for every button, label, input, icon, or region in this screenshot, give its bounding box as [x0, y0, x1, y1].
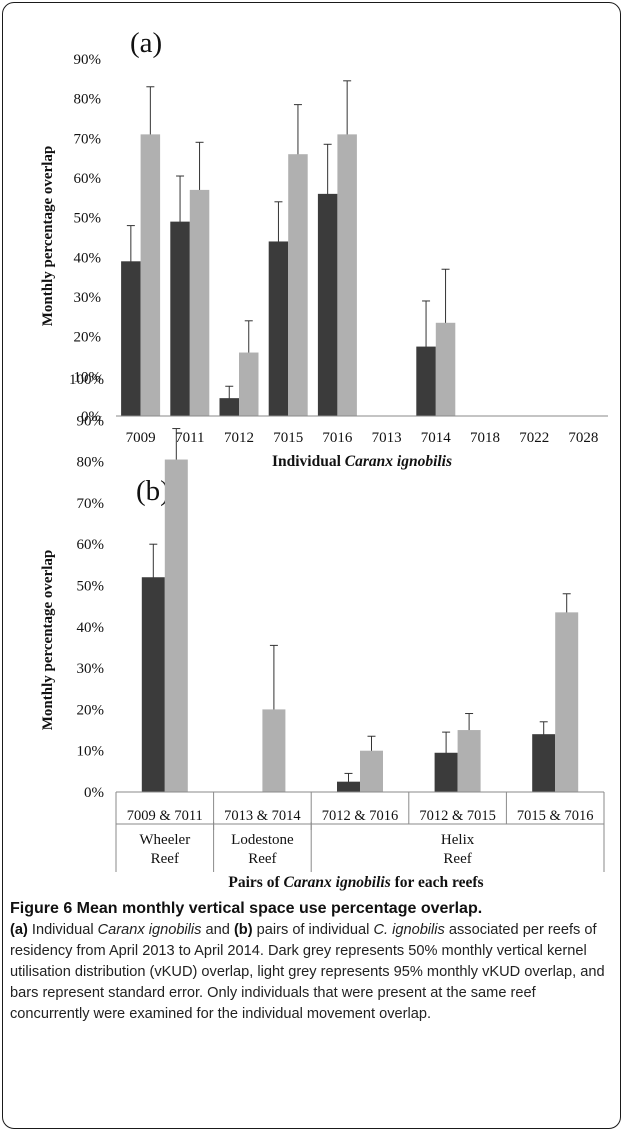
y-tick-label: 50% [77, 579, 105, 595]
panel-b: (b) Monthly percentage overlap 0% 10% 20% 3… [40, 372, 605, 830]
bar [532, 734, 556, 792]
y-tick-label: 80% [74, 92, 102, 108]
y-tick-label: 70% [77, 496, 105, 512]
y-tick-label: 20% [74, 330, 102, 346]
group-label: Helix [441, 832, 475, 848]
bar [337, 781, 360, 792]
panel-a-x-ticks: 7009 7011 7012 7015 7016 7013 7014 7018 7022 7028 [126, 430, 599, 446]
y-tick-label: 100% [69, 372, 104, 388]
panel-b-group-labels: Wheeler Reef Lodestone Reef Helix Reef [115, 822, 605, 872]
y-tick-label: 90% [77, 413, 105, 429]
figure-svg: (a) Monthly percentage overlap 0% 10% 20% 3… [40, 27, 608, 830]
y-tick-label: 70% [74, 131, 102, 147]
group-label: Reef [443, 851, 471, 867]
panel-b-y-axis-title: Monthly percentage overlap [40, 550, 56, 731]
panel-a-bars [121, 134, 456, 416]
x-tick-label: 7015 [273, 430, 303, 446]
panel-a-x-axis-title: Individual Caranx ignobilis [272, 453, 452, 470]
y-tick-label: 10% [77, 744, 105, 760]
x-tick-label: 7011 [175, 430, 204, 446]
bar [141, 577, 165, 792]
y-tick-label: 0% [84, 785, 104, 801]
y-tick-label: 60% [77, 537, 105, 553]
x-tick-label: 7014 [421, 430, 452, 446]
x-tick-label: 7012 [224, 430, 254, 446]
panel-b-error-bars [149, 428, 571, 791]
x-tick-label: 7022 [519, 430, 549, 446]
bar [121, 261, 141, 416]
y-tick-label: 20% [77, 702, 105, 718]
panel-a-y-axis-title: Monthly percentage overlap [40, 146, 56, 327]
bar [288, 154, 308, 416]
x-tick-label: 7015 & 7016 [517, 808, 594, 824]
caption-part-b-label: (b) [233, 922, 253, 938]
bar [555, 612, 579, 792]
bar [360, 750, 383, 792]
caption-text-1: Individual [27, 922, 98, 938]
y-tick-label: 30% [77, 661, 105, 677]
panel-b-bars [141, 459, 579, 792]
bar [262, 709, 286, 792]
group-label: Reef [151, 851, 179, 867]
x-tick-label: 7009 [126, 430, 156, 446]
caption-species-2: C. ignobilis [373, 922, 445, 938]
bar [435, 322, 456, 416]
bar [337, 134, 357, 416]
bar [268, 241, 289, 416]
panel-a-label: (a) [130, 27, 162, 59]
bar [434, 752, 458, 792]
x-tick-label: 7012 & 7016 [322, 808, 399, 824]
x-tick-label: 7012 & 7015 [419, 808, 496, 824]
x-tick-label: 7016 [322, 430, 353, 446]
x-tick-label: 7013 [372, 430, 402, 446]
bar [170, 221, 190, 416]
y-tick-label: 10% [74, 369, 102, 385]
y-tick-label: 0% [81, 409, 101, 425]
bar [457, 730, 481, 792]
panel-b-category-table: 7009 & 7011 7013 & 7014 7012 & 7016 7012 & … [115, 792, 605, 830]
group-label: Wheeler [139, 832, 190, 848]
panel-b-x-axis-title-text: Pairs of Caranx ignobilis for each reefs [228, 874, 483, 891]
bar [164, 459, 188, 792]
panel-a: (a) Monthly percentage overlap 0% 10% 20% 3… [40, 27, 608, 470]
bar [219, 398, 239, 416]
y-tick-label: 30% [74, 290, 102, 306]
x-tick-label: 7028 [568, 430, 598, 446]
y-tick-label: 90% [74, 52, 102, 68]
group-label: Reef [248, 851, 276, 867]
x-tick-label: 7013 & 7014 [224, 808, 301, 824]
x-tick-label: 7009 & 7011 [127, 808, 203, 824]
panel-b-label: (b) [136, 475, 170, 507]
group-label: Lodestone [231, 832, 294, 848]
y-tick-label: 80% [77, 455, 105, 471]
panel-b-y-ticks: 0% 10% 20% 30% 40% 50% 60% 70% 80% 90% 100% [69, 372, 104, 801]
y-tick-label: 40% [77, 620, 105, 636]
bar [189, 189, 210, 416]
figure-caption: Figure 6 Mean monthly vertical space use… [10, 898, 612, 1025]
x-tick-label: 7018 [470, 430, 500, 446]
caption-species-1: Caranx ignobilis [97, 922, 202, 938]
caption-title: Figure 6 Mean monthly vertical space use… [10, 900, 483, 917]
bar [140, 134, 161, 416]
y-tick-label: 50% [74, 211, 102, 227]
caption-part-a-label: (a) [10, 922, 28, 938]
panel-b-x-title-svg: Pairs of Caranx ignobilis for each reefs [228, 874, 483, 891]
panel-a-y-ticks: 0% 10% 20% 30% 40% 50% 60% 70% 80% 90% [74, 52, 102, 425]
bar [416, 346, 436, 416]
y-tick-label: 60% [74, 171, 102, 187]
caption-text-4: associated per reefs of residency from A… [10, 922, 605, 1022]
caption-text-2: and [201, 922, 234, 938]
bar [317, 193, 338, 416]
y-tick-label: 40% [74, 250, 102, 266]
bar [239, 352, 259, 416]
caption-text-3: pairs of individual [252, 922, 374, 938]
